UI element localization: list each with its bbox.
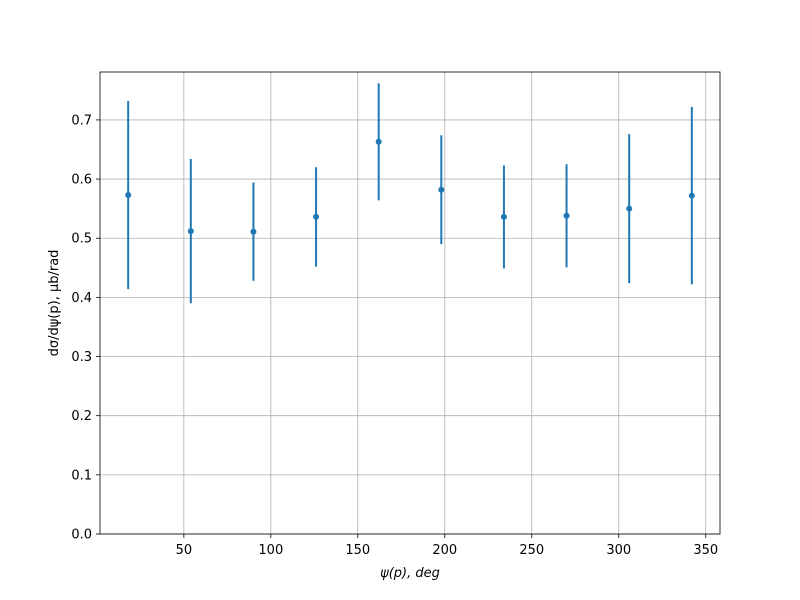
data-point: [125, 192, 132, 199]
x-tick-label: 200: [432, 543, 457, 558]
x-axis-label: ψ(p), deg: [380, 566, 440, 581]
x-tick-label: 100: [258, 543, 283, 558]
x-tick-label: 350: [693, 543, 718, 558]
y-tick-label: 0.6: [71, 173, 92, 188]
y-tick-label: 0.2: [71, 409, 92, 424]
y-tick-label: 0.0: [71, 528, 92, 543]
data-point: [187, 228, 194, 235]
y-tick-label: 0.3: [71, 350, 92, 365]
data-point: [563, 212, 570, 219]
y-tick-label: 0.5: [71, 232, 92, 247]
data-point: [688, 192, 695, 199]
plot-area: [100, 72, 720, 534]
marks: [125, 83, 695, 304]
x-tick-label: 300: [606, 543, 631, 558]
data-point: [438, 186, 445, 193]
grid: [100, 72, 720, 535]
plot-frame: [99, 71, 721, 535]
y-tick-label: 0.7: [71, 113, 92, 128]
y-tick-label: 0.4: [71, 291, 92, 306]
data-point: [250, 228, 257, 235]
x-tick-label: 150: [345, 543, 370, 558]
data-point: [375, 138, 382, 145]
x-tick-label: 250: [519, 543, 544, 558]
y-tick-label: 0.1: [71, 468, 92, 483]
x-tick-label: 50: [176, 543, 193, 558]
y-axis-label: dσ/dψ(p), μb/rad: [47, 250, 62, 357]
data-point: [500, 213, 507, 220]
data-point: [313, 213, 320, 220]
data-point: [626, 205, 633, 212]
